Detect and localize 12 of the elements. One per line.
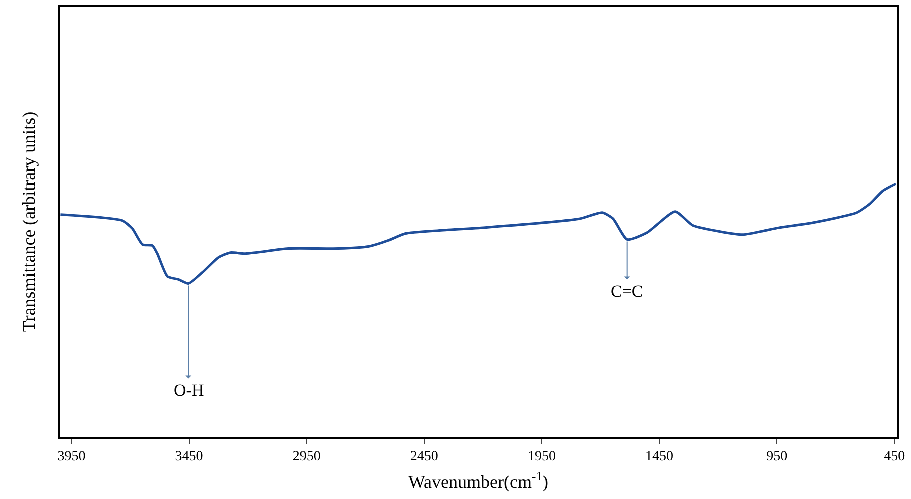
x-tick-label: 950 (766, 450, 788, 465)
annotation: O-H (174, 381, 204, 400)
y-axis-title: Transmittance (arbitrary units) (18, 112, 39, 332)
x-tick-label: 450 (884, 450, 906, 465)
x-tick-label: 3950 (58, 450, 86, 465)
x-tick-label: 2450 (410, 450, 438, 465)
x-tick-label: 3450 (175, 450, 204, 465)
x-axis-title: Wavenumber(cm$^{-1}$) (408, 470, 548, 492)
x-tick-label: 1450 (646, 450, 674, 465)
annotation: C=C (611, 282, 644, 301)
x-tick-label: 1950 (528, 450, 556, 465)
x-tick-label: 2950 (292, 450, 321, 465)
